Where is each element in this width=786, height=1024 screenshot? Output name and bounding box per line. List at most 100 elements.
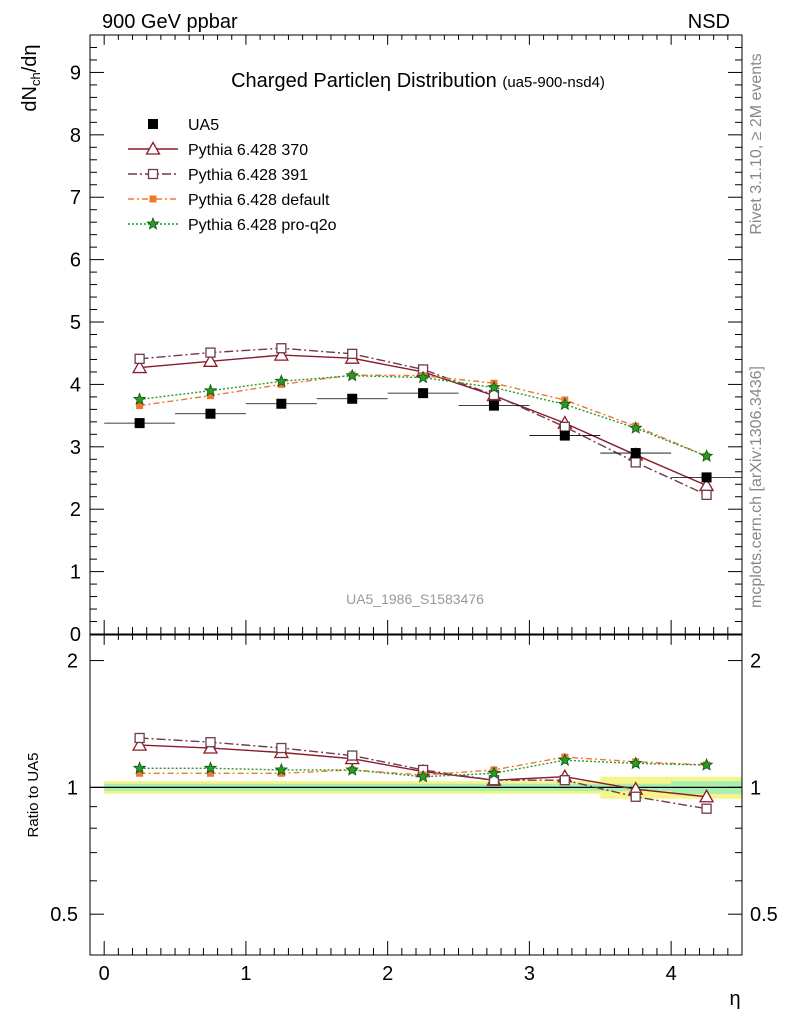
ratio-point [558, 753, 572, 767]
data-point [558, 397, 572, 411]
series-line [139, 374, 707, 457]
series-line [139, 374, 707, 457]
data-point [701, 472, 712, 483]
ratio-point [347, 750, 358, 761]
ratio-point [205, 737, 216, 748]
rivet-version-label: Rivet 3.1.10, ≥ 2M events [748, 53, 765, 234]
y-axis-label-tail: /dη [19, 44, 41, 72]
y-tick-label: 6 [70, 250, 81, 272]
x-tick-label: 0 [99, 963, 110, 985]
y-tick-label: 0 [70, 624, 81, 646]
ratio-point [559, 775, 570, 786]
y-tick-label: 2 [70, 499, 81, 521]
data-point [134, 353, 145, 364]
ratio-point [276, 742, 287, 754]
y-axis-label-sub: ch [28, 72, 43, 86]
ratio-tick-label-right: 0.5 [750, 904, 778, 926]
y-tick-label: 4 [70, 374, 81, 396]
y-axis-label-main: dN [19, 86, 41, 112]
y-tick-label: 9 [70, 62, 81, 84]
legend-label: UA5 [188, 117, 219, 134]
data-point [347, 393, 358, 404]
data-point [418, 388, 429, 399]
ratio-point [701, 803, 712, 814]
y-axis-label: dNch/dη [19, 44, 43, 111]
data-point [277, 380, 285, 388]
data-point [273, 347, 289, 361]
chart-title-main: Charged Particleη Distribution [231, 70, 497, 92]
data-point [487, 380, 501, 394]
ratio-axis-label: Ratio to UA5 [25, 752, 42, 837]
data-point [701, 489, 712, 501]
ratio-point [345, 762, 359, 776]
series-pythia-6-428-391 [134, 343, 712, 814]
legend-entry-pythia-6-428-370: Pythia 6.428 370 [128, 141, 308, 159]
legend-entry-ua5: UA5 [148, 117, 219, 134]
legend-label: Pythia 6.428 370 [188, 142, 308, 159]
legend-entry-pythia-6-428-pro-q2o: Pythia 6.428 pro-q2o [128, 216, 337, 234]
legend-entry-pythia-6-428-391: Pythia 6.428 391 [128, 167, 308, 184]
y-tick-label: 5 [70, 312, 81, 334]
ratio-point [274, 762, 289, 776]
header-left: 900 GeV ppbar [102, 11, 238, 33]
legend-marker [146, 216, 160, 230]
y-tick-label: 3 [70, 437, 81, 459]
data-point [206, 392, 214, 400]
ratio-tick-label: 1 [67, 777, 78, 799]
legend-marker [149, 195, 157, 203]
ratio-point [630, 791, 641, 802]
chart-title: Charged Particleη Distribution (ua5-900-… [231, 70, 605, 92]
ratio-tick-label-right: 1 [750, 777, 761, 799]
y-tick-label: 8 [70, 125, 81, 147]
data-point [205, 408, 216, 419]
x-tick-label: 4 [666, 963, 677, 985]
ratio-point [131, 737, 148, 751]
ratio-point [698, 788, 715, 803]
data-point [132, 392, 147, 406]
legend-label: Pythia 6.428 default [188, 192, 330, 209]
series-layer [104, 343, 742, 814]
data-point [559, 421, 570, 432]
data-point [276, 398, 287, 409]
data-point [202, 353, 219, 367]
data-point [347, 348, 358, 359]
data-point [276, 343, 287, 354]
ratio-point [203, 761, 218, 774]
ratio-point [416, 769, 430, 783]
y-tick-label: 7 [70, 187, 81, 209]
series-pythia-6-428-default [136, 371, 711, 779]
ratio-tick-label: 0.5 [50, 904, 78, 926]
data-point [136, 402, 144, 410]
x-tick-label: 2 [382, 963, 393, 985]
tick-labels: 0 1 2 3 4 0 1 2 3 4 5 6 7 8 9 0.5 0.5 1 1 2 2 [50, 62, 778, 985]
ratio-tick-label-right: 2 [750, 651, 761, 673]
x-axis-label: η [729, 988, 740, 1010]
legend-label: Pythia 6.428 391 [188, 167, 308, 184]
series-pythia-6-428-370 [131, 347, 715, 803]
ratio-tick-label: 2 [67, 651, 78, 673]
data-point [205, 347, 216, 358]
axes [89, 34, 743, 956]
y-tick-label: 1 [70, 562, 81, 584]
ratio-point [134, 732, 145, 744]
data-point [488, 400, 499, 411]
legend-marker [147, 168, 159, 180]
ratio-point [277, 769, 285, 777]
legend-marker [145, 141, 161, 155]
chart-subtitle: (ua5-900-nsd4) [502, 74, 605, 91]
legend: UA5 Pythia 6.428 370 Pythia 6.428 391 Pythi… [128, 117, 337, 234]
data-point [630, 448, 641, 459]
data-point [131, 359, 148, 374]
x-tick-label: 1 [240, 963, 251, 985]
analysis-watermark: UA5_1986_S1583476 [346, 591, 484, 607]
mcplots-citation-label: mcplots.cern.ch [arXiv:1306.3436] [748, 366, 765, 608]
ratio-point [206, 769, 214, 777]
ratio-point [132, 761, 147, 774]
data-point [134, 418, 145, 429]
ratio-point [699, 757, 714, 771]
data-point [274, 374, 289, 388]
data-point [559, 430, 570, 441]
legend-marker [148, 119, 158, 129]
series-pythia-6-428-pro-q2o [132, 368, 714, 783]
